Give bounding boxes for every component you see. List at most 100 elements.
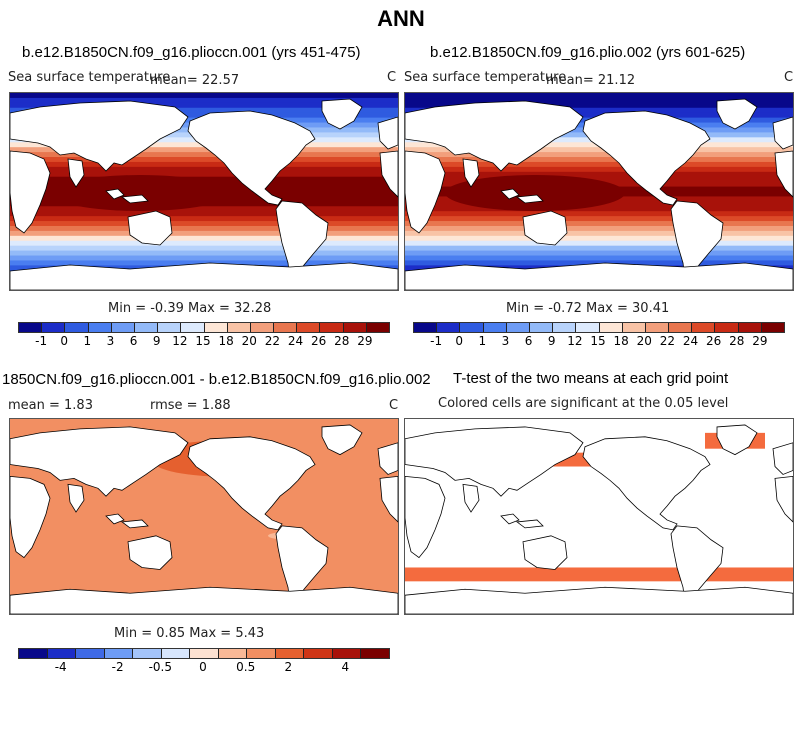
colorbar-tick-label: -2 bbox=[111, 660, 124, 674]
panel-1-variable-label: Sea surface temperature bbox=[8, 70, 171, 85]
colorbar-tick-label: 0 bbox=[199, 660, 207, 674]
sst-band bbox=[10, 245, 398, 252]
colorbar-swatch bbox=[599, 323, 623, 332]
sst-band bbox=[10, 176, 398, 183]
panel-3-units: C bbox=[389, 398, 399, 413]
colorbar-swatch bbox=[645, 323, 670, 332]
colorbar-tick-label: 22 bbox=[659, 334, 676, 348]
panel-3-mean-label: mean = 1.83 bbox=[8, 398, 93, 413]
sst-band bbox=[405, 225, 793, 232]
land-mass bbox=[405, 426, 584, 497]
colorbar-tick-label: 0 bbox=[60, 334, 69, 348]
sst-band bbox=[405, 176, 793, 183]
land-mass bbox=[405, 476, 446, 559]
sst-band bbox=[405, 250, 793, 257]
sst-band bbox=[10, 206, 398, 212]
land-mass bbox=[377, 442, 398, 475]
colorbar-tick-label: 6 bbox=[129, 334, 138, 348]
land-mass bbox=[405, 100, 584, 172]
land-mass bbox=[321, 424, 363, 456]
colorbar-tick-label: 1 bbox=[83, 334, 92, 348]
land-mass bbox=[405, 150, 446, 234]
sst-band bbox=[405, 235, 793, 242]
sst-band bbox=[405, 245, 793, 252]
sst-band bbox=[10, 250, 398, 257]
panel-1-colorbar bbox=[18, 322, 390, 333]
sst-band bbox=[405, 97, 793, 104]
sst-band bbox=[405, 216, 793, 222]
warm-pool bbox=[445, 175, 625, 211]
panel-2-mean-label: mean= 21.12 bbox=[546, 73, 636, 88]
panel-2-map bbox=[404, 92, 794, 291]
panel-1-stats: Min = -0.39 Max = 32.28 bbox=[108, 301, 272, 316]
land-mass bbox=[120, 194, 149, 204]
land-mass bbox=[377, 116, 398, 150]
colorbar-swatch bbox=[181, 323, 205, 332]
colorbar-swatch bbox=[19, 649, 48, 658]
land-mass bbox=[500, 188, 520, 200]
land-mass bbox=[67, 483, 85, 513]
colorbar-tick-label: -1 bbox=[35, 334, 48, 348]
panel-4-map-svg bbox=[405, 419, 793, 614]
land-mass bbox=[522, 210, 568, 246]
panel-4-map bbox=[404, 418, 794, 615]
colorbar-swatch bbox=[76, 649, 105, 658]
colorbar-swatch bbox=[506, 323, 530, 332]
colorbar-swatch bbox=[483, 323, 507, 332]
panel-1-mean-label: mean= 22.57 bbox=[150, 73, 240, 88]
land-mass bbox=[10, 262, 398, 290]
panel-2-stats: Min = -0.72 Max = 30.41 bbox=[506, 301, 670, 316]
land-mass bbox=[582, 436, 711, 531]
colorbar-tick-label: -4 bbox=[54, 660, 67, 674]
land-mass bbox=[500, 513, 520, 525]
colorbar-swatch bbox=[304, 649, 333, 658]
colorbar-tick-label: 15 bbox=[590, 334, 606, 348]
land-mass bbox=[515, 194, 544, 204]
colorbar-swatch bbox=[161, 649, 191, 658]
land-mass bbox=[67, 158, 85, 188]
sst-band bbox=[405, 102, 793, 109]
colorbar-swatch bbox=[274, 323, 298, 332]
sst-band bbox=[405, 107, 793, 114]
colorbar-tick-label: 1 bbox=[478, 334, 487, 348]
sst-band bbox=[405, 93, 793, 99]
colorbar-swatch bbox=[738, 323, 762, 332]
colorbar-swatch bbox=[622, 323, 646, 332]
panel-3-map-svg bbox=[10, 419, 398, 614]
colorbar-swatch bbox=[460, 323, 484, 332]
sst-band bbox=[10, 166, 398, 173]
panel-3-map bbox=[9, 418, 399, 615]
colorbar-swatch bbox=[227, 323, 251, 332]
land-mass bbox=[120, 519, 149, 529]
colorbar-swatch bbox=[361, 649, 389, 658]
land-mass bbox=[10, 586, 398, 614]
colorbar-tick-label: 18 bbox=[613, 334, 629, 348]
panel-2-variable-label: Sea surface temperature bbox=[404, 70, 567, 85]
sst-band bbox=[10, 221, 398, 227]
sst-band bbox=[10, 97, 398, 104]
colorbar-tick-label: 28 bbox=[334, 334, 350, 348]
land-mass bbox=[105, 513, 125, 525]
colorbar-tick-label: 6 bbox=[524, 334, 533, 348]
colorbar-swatch bbox=[158, 323, 182, 332]
sst-band bbox=[10, 225, 398, 232]
panel-3-rmse-label: rmse = 1.88 bbox=[150, 398, 231, 413]
sst-band bbox=[405, 161, 793, 168]
sst-band bbox=[10, 107, 398, 114]
colorbar-tick-label: 29 bbox=[357, 334, 373, 348]
colorbar-tick-label: -0.5 bbox=[148, 660, 173, 674]
warm-pool bbox=[50, 175, 230, 211]
colorbar-swatch bbox=[47, 649, 77, 658]
colorbar-tick-label: 20 bbox=[636, 334, 652, 348]
colorbar-swatch bbox=[437, 323, 461, 332]
colorbar-swatch bbox=[65, 323, 89, 332]
colorbar-swatch bbox=[576, 323, 600, 332]
sst-band bbox=[10, 235, 398, 242]
land-mass bbox=[405, 586, 793, 614]
land-mass bbox=[462, 483, 480, 513]
sst-band bbox=[405, 147, 793, 153]
colorbar-tick-label: 0 bbox=[455, 334, 464, 348]
colorbar-tick-label: 4 bbox=[341, 660, 350, 674]
colorbar-swatch bbox=[133, 649, 162, 658]
colorbar-swatch bbox=[414, 323, 438, 332]
